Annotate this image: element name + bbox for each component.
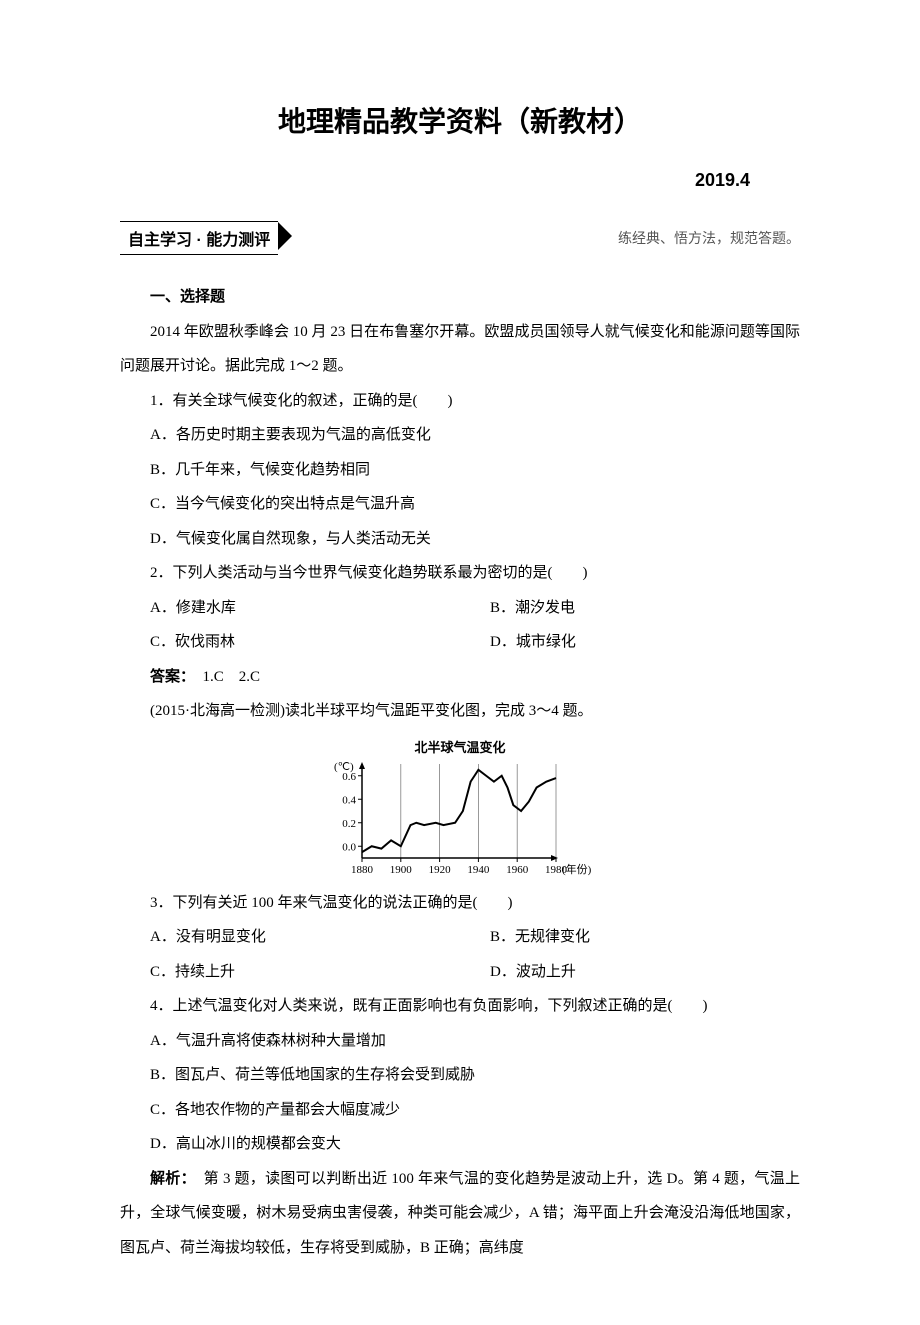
doc-date: 2019.4 — [120, 170, 800, 191]
chart-title: 北半球气温变化 — [320, 737, 600, 756]
q4-opt-a: A．气温升高将使森林树种大量增加 — [120, 1024, 800, 1059]
svg-text:0.0: 0.0 — [342, 841, 356, 853]
q1-opt-b: B．几千年来，气候变化趋势相同 — [120, 453, 800, 488]
q3-opt-a: A．没有明显变化 — [120, 920, 460, 955]
q1-opt-d: D．气候变化属自然现象，与人类活动无关 — [120, 522, 800, 557]
heading-choice-text: 一、选择题 — [150, 288, 225, 305]
doc-main-title: 地理精品教学资料（新教材） — [120, 100, 800, 140]
q2-stem: 2．下列人类活动与当今世界气候变化趋势联系最为密切的是( ) — [120, 556, 800, 591]
q3-row1: A．没有明显变化 B．无规律变化 — [120, 920, 800, 955]
q2-row2: C．砍伐雨林 D．城市绿化 — [120, 625, 800, 660]
q2-opt-c: C．砍伐雨林 — [120, 625, 460, 660]
svg-text:1880: 1880 — [351, 864, 374, 876]
chart-container: 北半球气温变化 (℃)0.00.20.40.618801900192019401… — [120, 737, 800, 878]
q2-opt-b: B．潮汐发电 — [460, 591, 800, 626]
svg-text:0.4: 0.4 — [342, 794, 356, 806]
svg-text:(年份): (年份) — [562, 862, 592, 876]
svg-text:0.2: 0.2 — [342, 817, 356, 829]
q4-opt-c: C．各地农作物的产量都会大幅度减少 — [120, 1093, 800, 1128]
q2-row1: A．修建水库 B．潮汐发电 — [120, 591, 800, 626]
answer-12-text: 1.C 2.C — [188, 669, 261, 685]
heading-choice: 一、选择题 — [120, 280, 800, 315]
q3-opt-d: D．波动上升 — [460, 955, 800, 990]
q2-opt-d: D．城市绿化 — [460, 625, 800, 660]
svg-text:1920: 1920 — [429, 864, 452, 876]
explanation-label: 解析： — [150, 1170, 188, 1187]
intro-1: 2014 年欧盟秋季峰会 10 月 23 日在布鲁塞尔开幕。欧盟成员国领导人就气… — [120, 315, 800, 384]
chart-box: 北半球气温变化 (℃)0.00.20.40.618801900192019401… — [320, 737, 600, 878]
intro-2: (2015·北海高一检测)读北半球平均气温距平变化图，完成 3～4 题。 — [120, 694, 800, 729]
q1-opt-c: C．当今气候变化的突出特点是气温升高 — [120, 487, 800, 522]
q3-row2: C．持续上升 D．波动上升 — [120, 955, 800, 990]
q4-opt-d: D．高山冰川的规模都会变大 — [120, 1127, 800, 1162]
q1-stem: 1．有关全球气候变化的叙述，正确的是( ) — [120, 384, 800, 419]
explanation-text: 第 3 题，读图可以判断出近 100 年来气温的变化趋势是波动上升，选 D。第 … — [120, 1171, 800, 1256]
q1-opt-a: A．各历史时期主要表现为气温的高低变化 — [120, 418, 800, 453]
answer-12: 答案： 1.C 2.C — [120, 660, 800, 695]
explanation: 解析： 第 3 题，读图可以判断出近 100 年来气温的变化趋势是波动上升，选 … — [120, 1162, 800, 1266]
svg-text:0.6: 0.6 — [342, 770, 356, 782]
section-header-note: 练经典、悟方法，规范答题。 — [618, 228, 800, 248]
q3-opt-c: C．持续上升 — [120, 955, 460, 990]
temperature-chart: (℃)0.00.20.40.6188019001920194019601980(… — [320, 758, 600, 878]
q3-stem: 3．下列有关近 100 年来气温变化的说法正确的是( ) — [120, 886, 800, 921]
svg-text:1900: 1900 — [390, 864, 413, 876]
section-header: 自主学习 · 能力测评 练经典、悟方法，规范答题。 — [120, 221, 800, 255]
q3-opt-b: B．无规律变化 — [460, 920, 800, 955]
svg-text:1960: 1960 — [506, 864, 529, 876]
q4-stem: 4．上述气温变化对人类来说，既有正面影响也有负面影响，下列叙述正确的是( ) — [120, 989, 800, 1024]
q2-opt-a: A．修建水库 — [120, 591, 460, 626]
answer-label: 答案： — [150, 668, 188, 685]
section-header-box: 自主学习 · 能力测评 — [120, 221, 278, 255]
svg-text:1940: 1940 — [467, 864, 490, 876]
q4-opt-b: B．图瓦卢、荷兰等低地国家的生存将会受到威胁 — [120, 1058, 800, 1093]
